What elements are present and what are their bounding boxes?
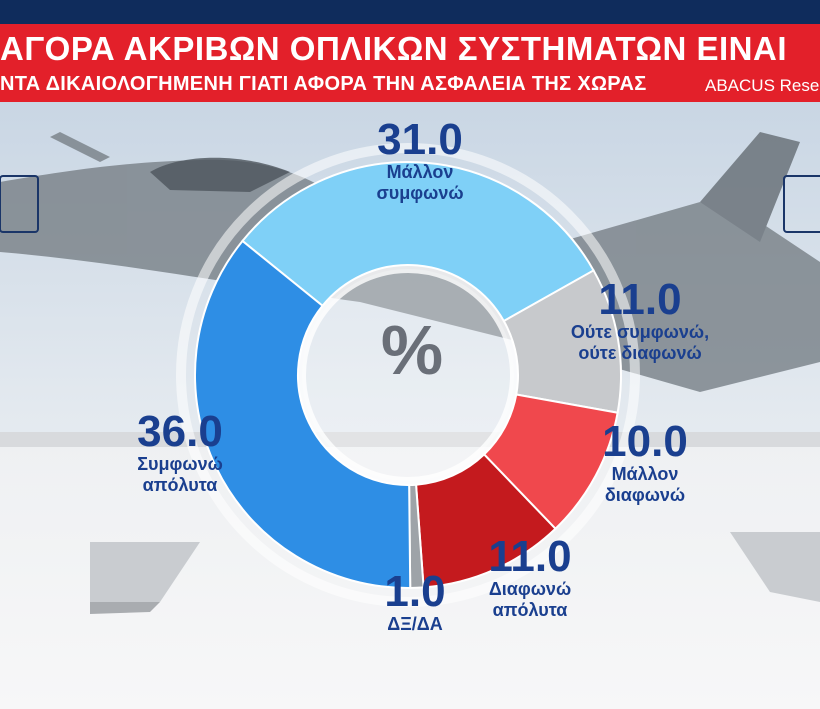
label-dx-da: 1.0 ΔΞ/ΔΑ [370, 570, 460, 635]
value-symfono-apolyta: 36.0 [137, 407, 223, 456]
title-banner [0, 24, 820, 102]
donut-halo [176, 143, 640, 607]
value-mallon-diafono: 10.0 [602, 417, 688, 466]
value-mallon-symfono: 31.0 [377, 115, 463, 164]
title-line-1: ΑΓΟΡΑ ΑΚΡΙΒΩΝ ΟΠΛΙΚΩΝ ΣΥΣΤΗΜΑΤΩΝ ΕΙΝΑΙ [0, 30, 787, 67]
label-diafono-apolyta: 11.0 Διαφωνώ απόλυτα [465, 535, 595, 621]
source-label: ABACUS Rese [705, 76, 820, 95]
label-oute: 11.0 Ούτε συμφωνώ, ούτε διαφωνώ [555, 278, 725, 364]
name-dx-da: ΔΞ/ΔΑ [387, 614, 443, 634]
name-symfono-apolyta: Συμφωνώ απόλυτα [137, 454, 223, 495]
center-percent-sign: % [380, 311, 444, 389]
value-oute: 11.0 [598, 275, 682, 324]
value-diafono-apolyta: 11.0 [488, 532, 572, 581]
top-bar [0, 0, 820, 24]
name-diafono-apolyta: Διαφωνώ απόλυτα [488, 579, 572, 620]
name-mallon-diafono: Μάλλον διαφωνώ [604, 464, 686, 505]
label-mallon-symfono: 31.0 Μάλλον συμφωνώ [345, 118, 495, 204]
name-oute: Ούτε συμφωνώ, ούτε διαφωνώ [570, 322, 710, 363]
label-mallon-diafono: 10.0 Μάλλον διαφωνώ [580, 420, 710, 506]
value-dx-da: 1.0 [384, 567, 446, 616]
label-symfono-apolyta: 36.0 Συμφωνώ απόλυτα [110, 410, 250, 496]
title-line-2: ΝΤΑ ΔΙΚΑΙΟΛΟΓΗΜΕΝΗ ΓΙΑΤΙ ΑΦΟΡΑ ΤΗΝ ΑΣΦΑΛ… [0, 73, 647, 95]
donut-inner-rim [298, 265, 518, 485]
name-mallon-symfono: Μάλλον συμφωνώ [376, 162, 464, 203]
